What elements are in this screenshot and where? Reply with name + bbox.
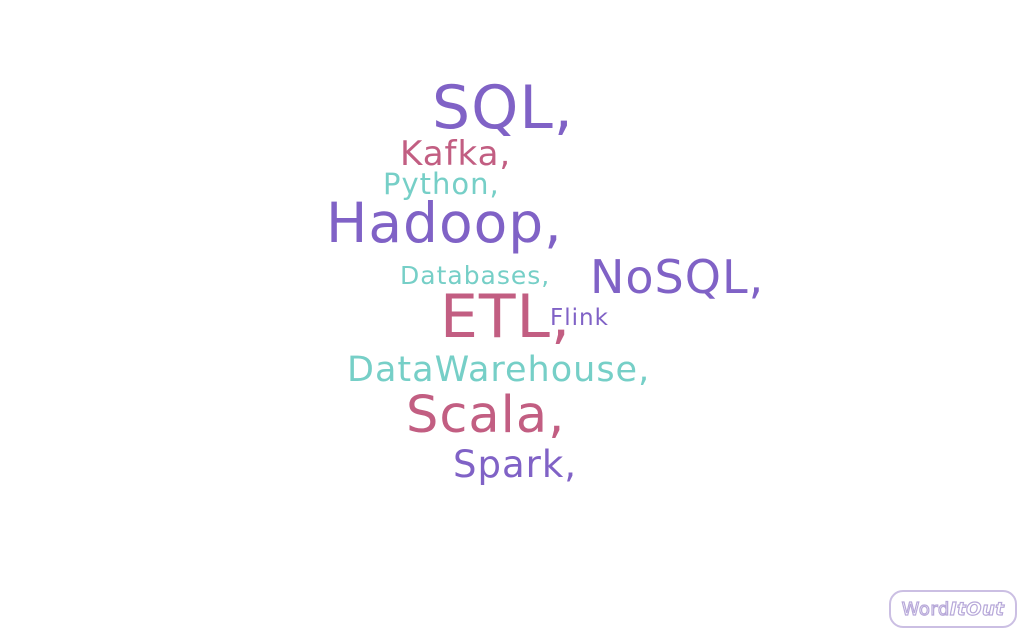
wordit-out-logo[interactable]: Word ItOut <box>889 590 1017 628</box>
word-spark: Spark, <box>453 443 578 486</box>
word-nosql: NoSQL, <box>590 250 765 304</box>
logo-text-word: Word <box>901 598 950 620</box>
word-python: Python, <box>383 167 500 201</box>
word-databases: Databases, <box>400 261 551 290</box>
word-hadoop: Hadoop, <box>326 191 563 255</box>
word-flink: Flink <box>550 305 609 331</box>
word-etl: ETL, <box>440 282 572 352</box>
logo-text-itout: ItOut <box>949 598 1005 620</box>
word-sql: SQL, <box>432 73 574 143</box>
word-scala: Scala, <box>406 386 566 445</box>
word-kafka: Kafka, <box>400 134 512 174</box>
word-datawarehouse: DataWarehouse, <box>347 350 651 390</box>
